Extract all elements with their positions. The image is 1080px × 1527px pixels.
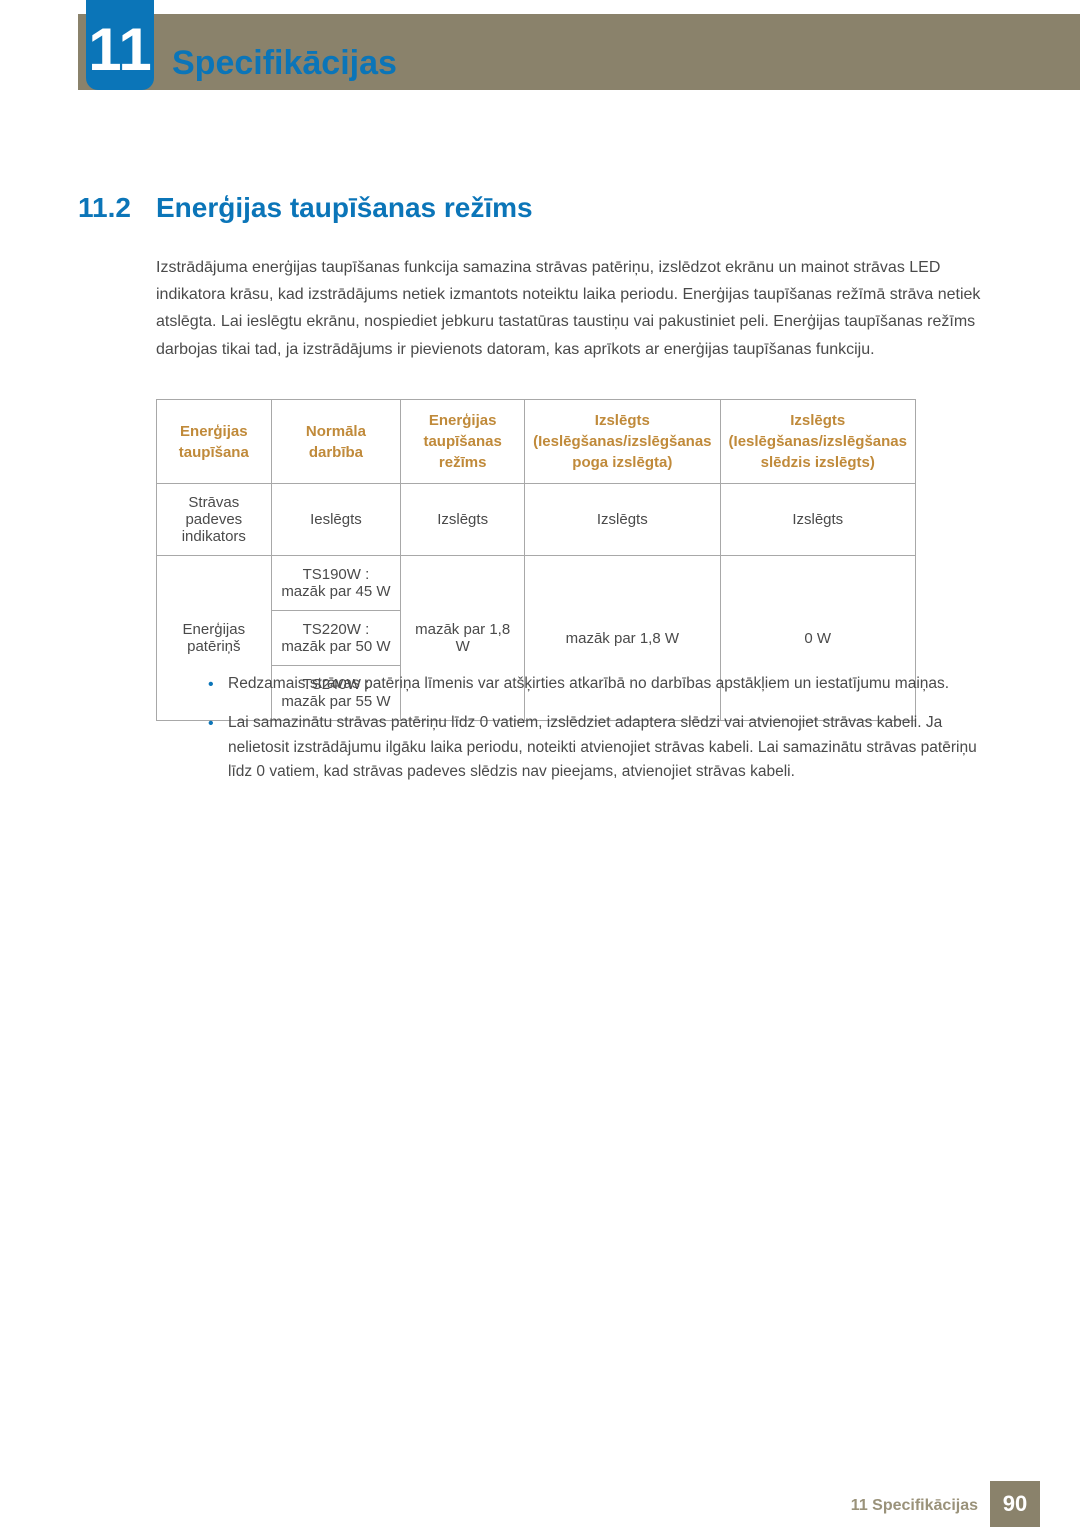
header-banner-left-gap: [0, 14, 78, 90]
table-header: Izslēgts (Ieslēgšanas/izslēgšanas slēdzi…: [720, 400, 915, 484]
list-item: Redzamais strāvas patēriņa līmenis var a…: [200, 672, 1000, 697]
notes-list: Redzamais strāvas patēriņa līmenis var a…: [200, 672, 1000, 799]
table-cell: TS220W : mazāk par 50 W: [271, 611, 401, 666]
table-header: Normāla darbība: [271, 400, 401, 484]
table-cell: Izslēgts: [525, 484, 720, 556]
table-row: Strāvas padeves indikators Ieslēgts Izsl…: [157, 484, 916, 556]
body-paragraph: Izstrādājuma enerģijas taupīšanas funkci…: [156, 254, 1000, 363]
table-header: Izslēgts (Ieslēgšanas/izslēgšanas poga i…: [525, 400, 720, 484]
table-cell: Strāvas padeves indikators: [157, 484, 272, 556]
table-row: Enerģijas taupīšana Normāla darbība Ener…: [157, 400, 916, 484]
footer-chapter-ref: 11 Specifikācijas: [851, 1497, 978, 1515]
footer-page-number: 90: [990, 1481, 1040, 1527]
list-item: Lai samazinātu strāvas patēriņu līdz 0 v…: [200, 711, 1000, 785]
section-title: Enerģijas taupīšanas režīms: [156, 192, 533, 224]
table-cell: Izslēgts: [720, 484, 915, 556]
table-cell: TS190W : mazāk par 45 W: [271, 556, 401, 611]
table-cell: Izslēgts: [401, 484, 525, 556]
chapter-number-badge: 11: [86, 0, 154, 90]
table-header: Enerģijas taupīšanas režīms: [401, 400, 525, 484]
section-number: 11.2: [78, 192, 131, 224]
header-banner: [0, 14, 1080, 90]
table-cell: Ieslēgts: [271, 484, 401, 556]
table-row: Enerģijas patēriņš TS190W : mazāk par 45…: [157, 556, 916, 611]
table-header: Enerģijas taupīšana: [157, 400, 272, 484]
chapter-title: Specifikācijas: [172, 44, 397, 83]
